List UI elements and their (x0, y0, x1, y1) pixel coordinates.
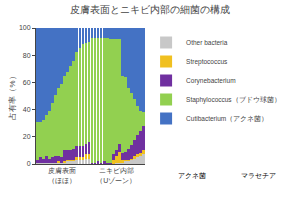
svg-text:Staphylococcus（ブドウ球菌）: Staphylococcus（ブドウ球菌） (186, 96, 281, 104)
svg-text:Streptococcus: Streptococcus (186, 58, 228, 66)
svg-text:皮膚表面とニキビ内部の細菌の構成: 皮膚表面とニキビ内部の細菌の構成 (70, 4, 230, 15)
svg-text:Other bacteria: Other bacteria (186, 39, 228, 46)
svg-text:Cutibacterium（アクネ菌）: Cutibacterium（アクネ菌） (186, 115, 268, 123)
svg-text:0: 0 (27, 160, 31, 167)
svg-text:占有率（%）: 占有率（%） (8, 72, 17, 119)
svg-text:皮膚表面（ほほ）: 皮膚表面（ほほ） (48, 167, 76, 184)
svg-text:100: 100 (19, 24, 31, 31)
svg-text:20: 20 (23, 133, 31, 140)
svg-text:アクネ菌: アクネ菌 (178, 172, 206, 179)
svg-text:ニキビ内部（Uゾーン）: ニキビ内部（Uゾーン） (96, 167, 136, 184)
svg-text:60: 60 (23, 79, 31, 86)
svg-text:マラセチア: マラセチア (241, 172, 276, 179)
svg-text:40: 40 (23, 106, 31, 113)
svg-text:Corynebacterium: Corynebacterium (186, 77, 236, 85)
svg-text:80: 80 (23, 52, 31, 59)
